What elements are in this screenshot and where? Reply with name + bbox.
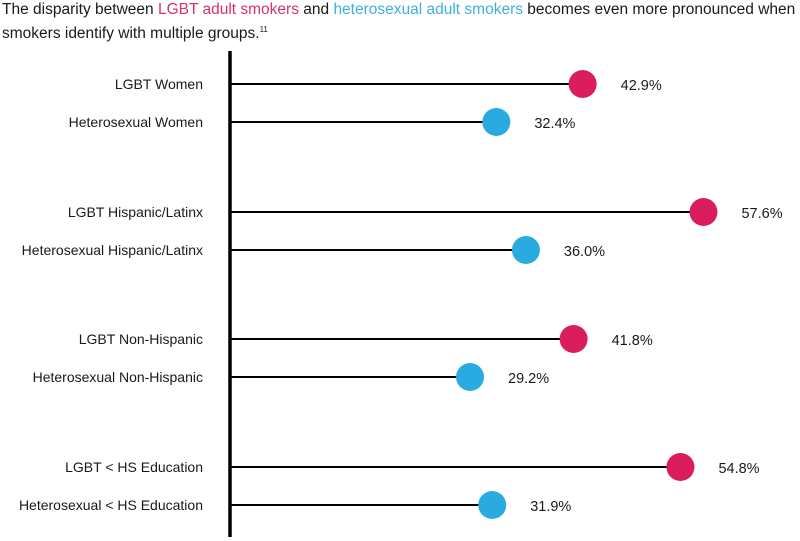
value-label: 31.9%	[530, 499, 571, 515]
lgbt-dot	[568, 70, 597, 98]
row-group: LGBT Hispanic/Latinx 57.6% Heterosexual Hi…	[22, 198, 783, 264]
chart-title: The disparity between LGBT adult smokers…	[2, 0, 798, 44]
title-prefix: The disparity between	[2, 1, 158, 18]
row-group: LGBT Non-Hispanic 41.8% Heterosexual Non-H…	[33, 325, 653, 391]
category-label: Heterosexual Hispanic/Latinx	[22, 242, 203, 258]
heterosexual-dot	[511, 236, 540, 264]
heterosexual-dot	[482, 108, 511, 136]
lollipop-row: Heterosexual Non-Hispanic 29.2%	[33, 363, 549, 391]
row-group: LGBT Women 42.9% Heterosexual Women 32.4%	[69, 70, 662, 136]
lgbt-dot	[689, 198, 718, 226]
category-label: LGBT Hispanic/Latinx	[68, 204, 203, 220]
title-hetero-legend-phrase: heterosexual adult smokers	[333, 1, 523, 18]
value-label: 54.8%	[718, 461, 759, 477]
category-label: Heterosexual Non-Hispanic	[33, 369, 203, 385]
lollipop-row: LGBT Non-Hispanic 41.8%	[79, 325, 653, 353]
title-lgbt-legend-phrase: LGBT adult smokers	[157, 1, 299, 18]
title-suffix: becomes even more pronounced when smoker…	[2, 1, 796, 42]
value-label: 36.0%	[564, 244, 605, 260]
lgbt-dot	[559, 325, 588, 353]
heterosexual-dot	[478, 491, 507, 519]
category-label: LGBT Women	[115, 76, 203, 92]
category-label: Heterosexual < HS Education	[19, 497, 203, 513]
lollipop-row: LGBT Hispanic/Latinx 57.6%	[68, 198, 783, 226]
value-label: 41.8%	[612, 333, 653, 349]
lollipop-row: LGBT Women 42.9%	[115, 70, 662, 98]
category-label: Heterosexual Women	[69, 114, 203, 130]
lollipop-row: LGBT < HS Education 54.8%	[65, 453, 760, 481]
heterosexual-dot	[456, 363, 485, 391]
category-label: LGBT Non-Hispanic	[79, 331, 203, 347]
value-label: 32.4%	[534, 116, 575, 132]
value-label: 29.2%	[508, 371, 549, 387]
value-label: 57.6%	[741, 206, 782, 222]
lollipop-row: Heterosexual Women 32.4%	[69, 108, 576, 136]
lollipop-row: Heterosexual < HS Education 31.9%	[19, 491, 571, 519]
category-label: LGBT < HS Education	[65, 459, 203, 475]
lollipop-row: Heterosexual Hispanic/Latinx 36.0%	[22, 236, 605, 264]
row-group: LGBT < HS Education 54.8% Heterosexual < H…	[19, 453, 760, 519]
lgbt-dot	[666, 453, 695, 481]
title-middle: and	[298, 1, 334, 18]
footnote-marker: 11	[259, 25, 268, 34]
value-label: 42.9%	[621, 78, 662, 94]
chart-rows: LGBT Women 42.9%Heterosexual Women 32.4%LG…	[19, 70, 783, 519]
